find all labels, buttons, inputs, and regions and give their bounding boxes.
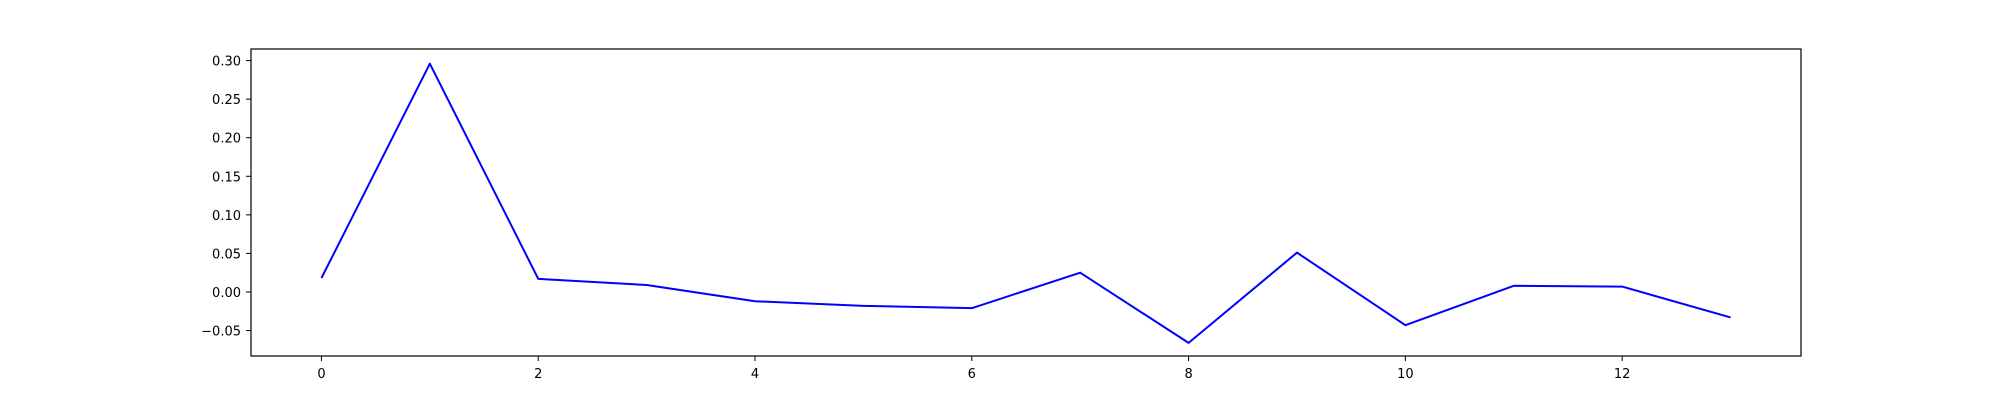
y-tick-label: 0.30 bbox=[212, 55, 241, 70]
y-axis: −0.05 0.00 0.05 0.10 0.15 0.20 0.25 0.30 bbox=[201, 55, 251, 340]
x-axis: 0 2 4 6 8 10 12 bbox=[317, 356, 1630, 382]
x-tick-label: 12 bbox=[1614, 367, 1631, 382]
x-tick-label: 0 bbox=[317, 367, 325, 382]
x-tick-label: 10 bbox=[1397, 367, 1414, 382]
y-tick-label: −0.05 bbox=[201, 325, 241, 340]
axes-frame bbox=[250, 48, 1802, 357]
y-tick-label: 0.20 bbox=[212, 132, 241, 147]
y-tick-label: 0.00 bbox=[212, 286, 241, 301]
series-line-0 bbox=[320, 62, 1731, 344]
x-tick-label: 6 bbox=[968, 367, 976, 382]
y-tick-label: 0.10 bbox=[212, 209, 241, 224]
plot-area bbox=[320, 62, 1731, 344]
x-tick-label: 2 bbox=[534, 367, 542, 382]
y-tick-label: 0.15 bbox=[212, 170, 241, 185]
x-tick-label: 8 bbox=[1184, 367, 1192, 382]
x-tick-label: 4 bbox=[751, 367, 759, 382]
y-tick-label: 0.25 bbox=[212, 93, 241, 108]
y-tick-label: 0.05 bbox=[212, 247, 241, 262]
